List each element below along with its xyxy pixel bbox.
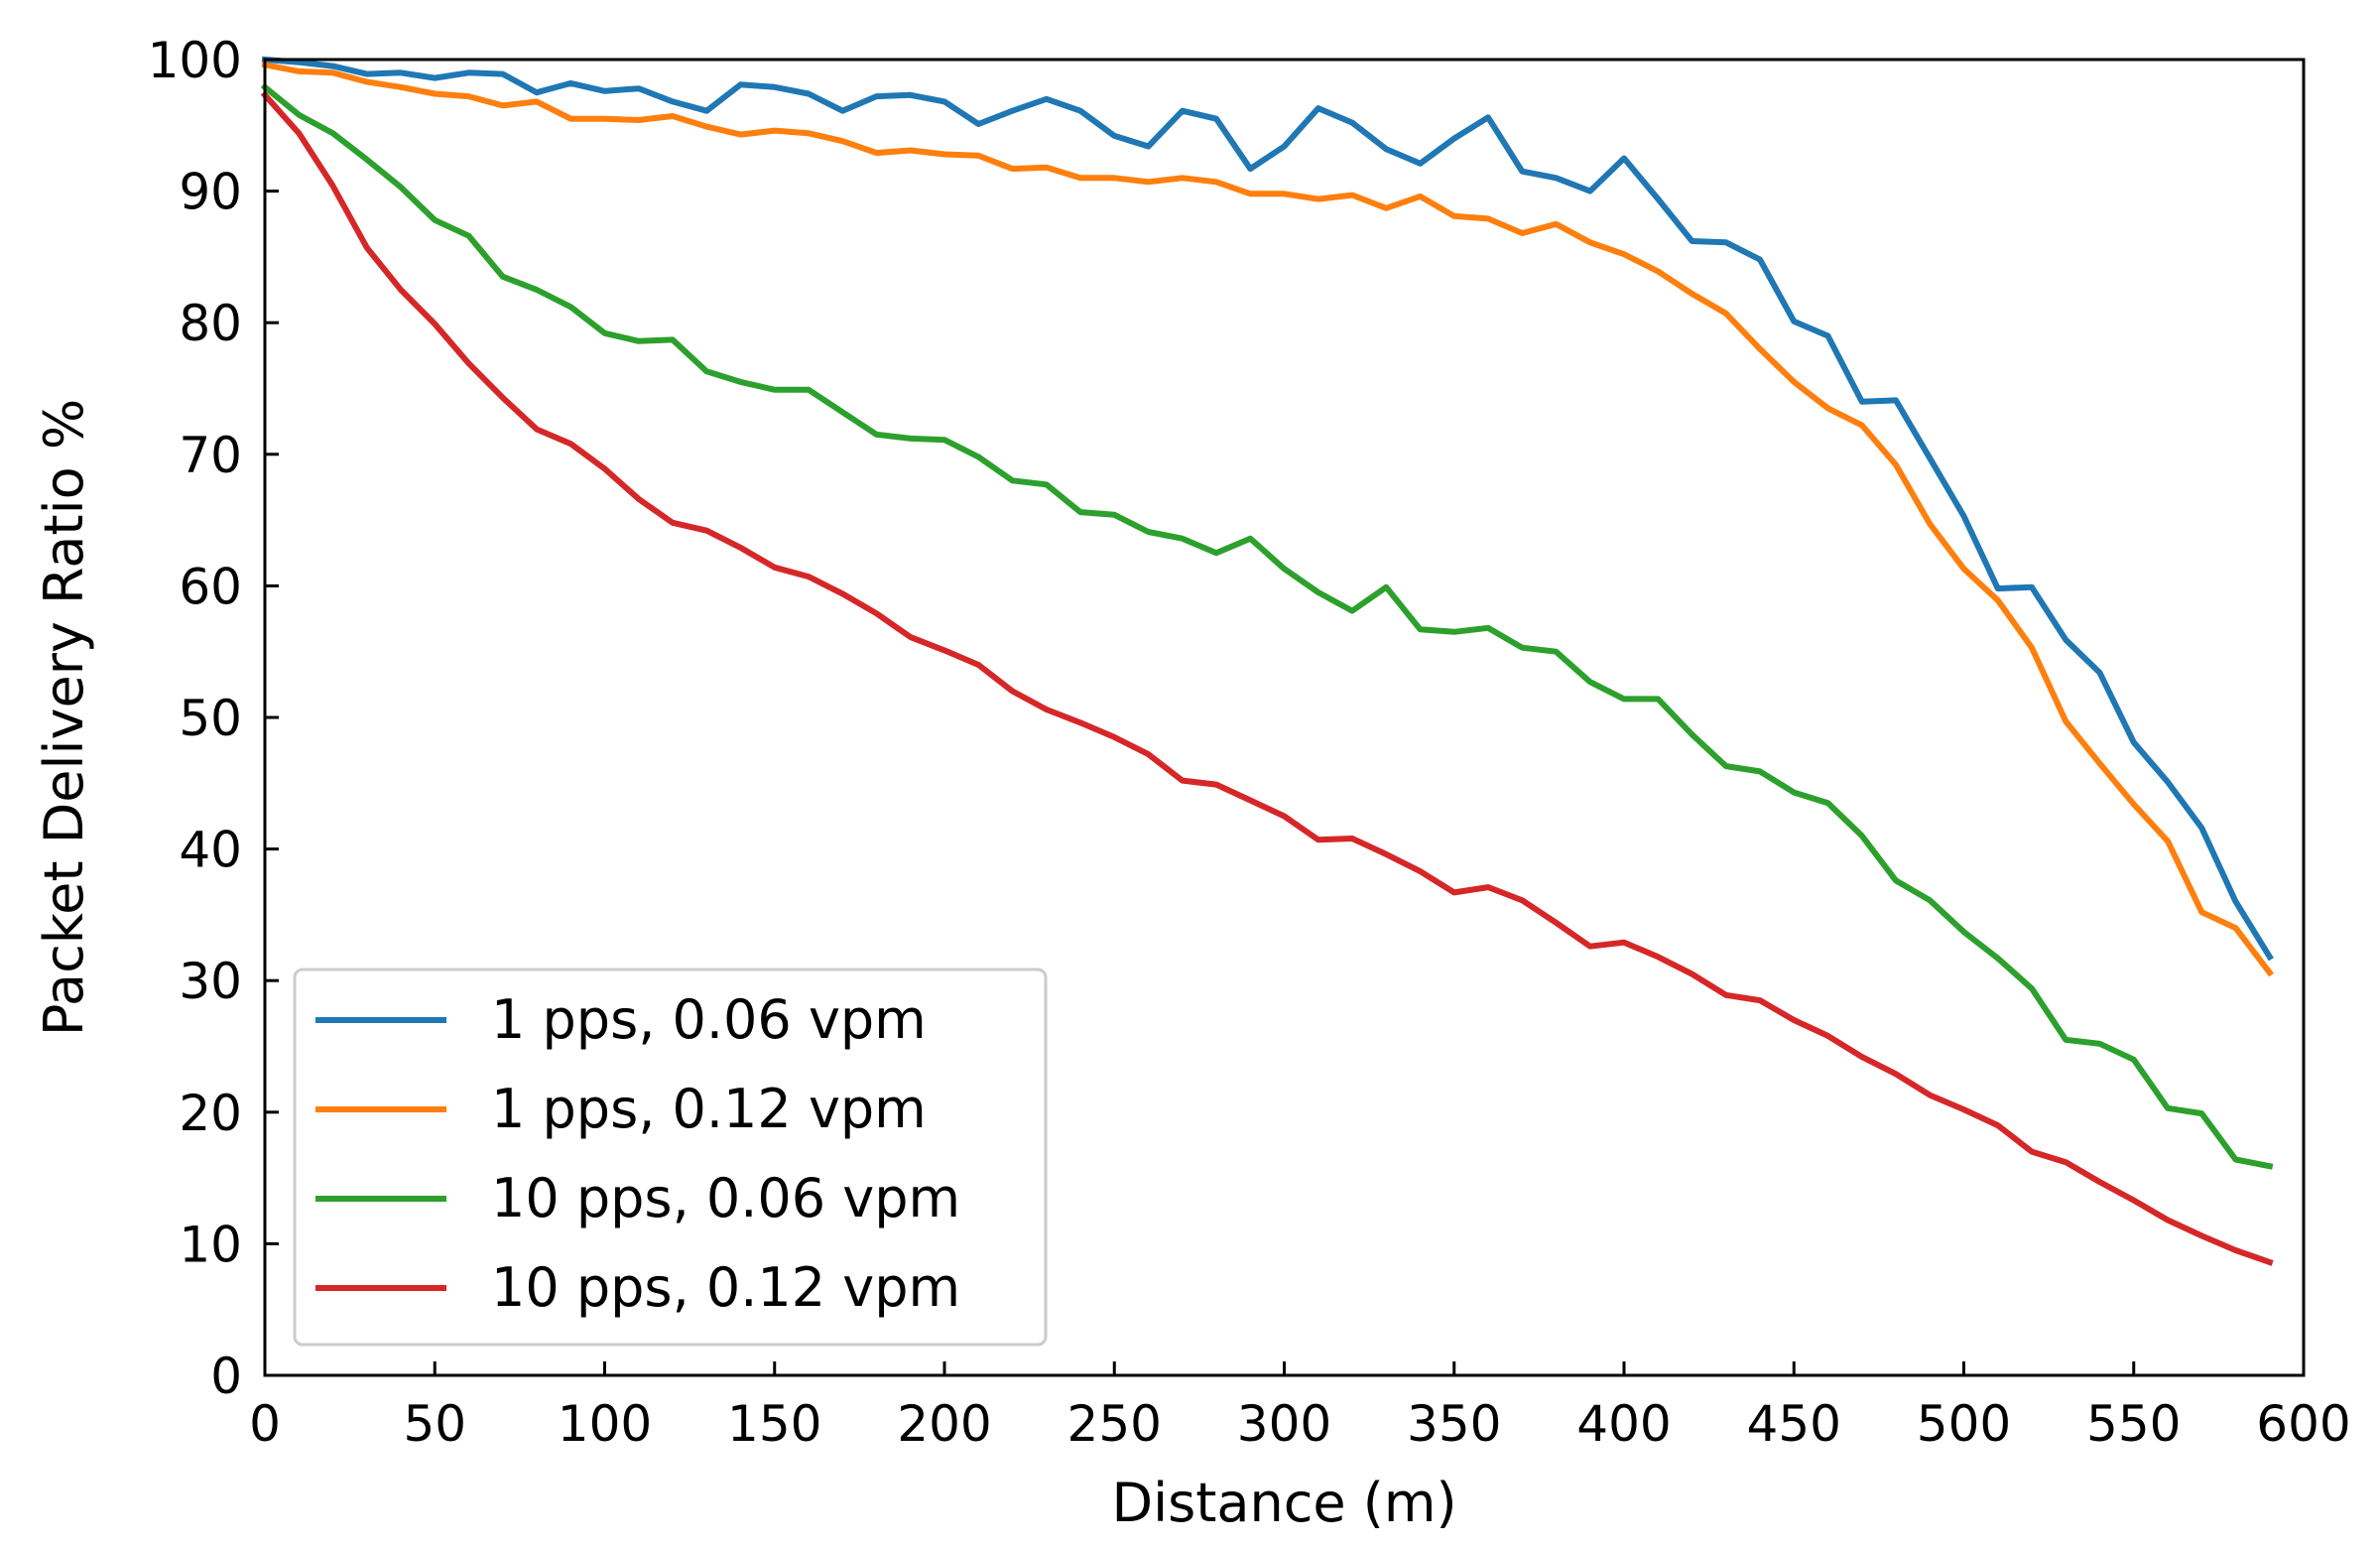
y-tick-label: 100 — [148, 32, 242, 89]
y-tick-label: 50 — [179, 690, 242, 747]
y-axis-label: Packet Delivery Ratio % — [33, 399, 95, 1036]
y-tick-label: 40 — [179, 822, 242, 879]
x-tick-label: 450 — [1747, 1395, 1841, 1453]
x-tick-label: 100 — [558, 1395, 652, 1453]
series-line-2 — [261, 61, 2275, 977]
x-tick-label: 350 — [1407, 1395, 1501, 1453]
x-tick-label: 600 — [2256, 1395, 2350, 1453]
legend-label-4: 10 pps, 0.12 vpm — [491, 1256, 960, 1319]
y-tick-label: 10 — [179, 1216, 242, 1273]
x-tick-label: 200 — [897, 1395, 991, 1453]
x-tick-label: 550 — [2086, 1395, 2181, 1453]
x-tick-label: 250 — [1067, 1395, 1162, 1453]
y-tick-label: 70 — [179, 427, 242, 484]
y-tick-label: 90 — [179, 164, 242, 221]
series-layer — [260, 56, 2275, 1266]
series-line-3 — [260, 82, 2274, 1170]
x-tick-label: 150 — [727, 1395, 821, 1453]
y-tick-label: 0 — [210, 1348, 242, 1405]
legend: 1 pps, 0.06 vpm 1 pps, 0.12 vpm 10 pps, … — [293, 968, 1048, 1347]
x-tick-label: 300 — [1237, 1395, 1331, 1453]
legend-label-2: 1 pps, 0.12 vpm — [491, 1078, 927, 1140]
y-tick-label: 30 — [179, 953, 242, 1010]
x-tick-label: 0 — [249, 1395, 281, 1453]
legend-label-3: 10 pps, 0.06 vpm — [491, 1167, 960, 1229]
x-axis-label: Distance (m) — [1111, 1472, 1456, 1534]
x-tick-label: 50 — [403, 1395, 466, 1453]
legend-label-1: 1 pps, 0.06 vpm — [491, 988, 927, 1051]
legend-frame — [293, 968, 1048, 1347]
tick-layer: 0 50 100 150 200 250 300 350 400 450 500 550 600 0 10 2… — [148, 32, 2351, 1453]
series-line-1 — [261, 56, 2274, 962]
x-tick-label: 400 — [1576, 1395, 1671, 1453]
y-tick-label: 60 — [179, 558, 242, 615]
x-tick-label: 500 — [1917, 1395, 2011, 1453]
y-tick-label: 20 — [179, 1085, 242, 1142]
y-tick-label: 80 — [179, 295, 242, 352]
series-line-4 — [260, 90, 2274, 1266]
